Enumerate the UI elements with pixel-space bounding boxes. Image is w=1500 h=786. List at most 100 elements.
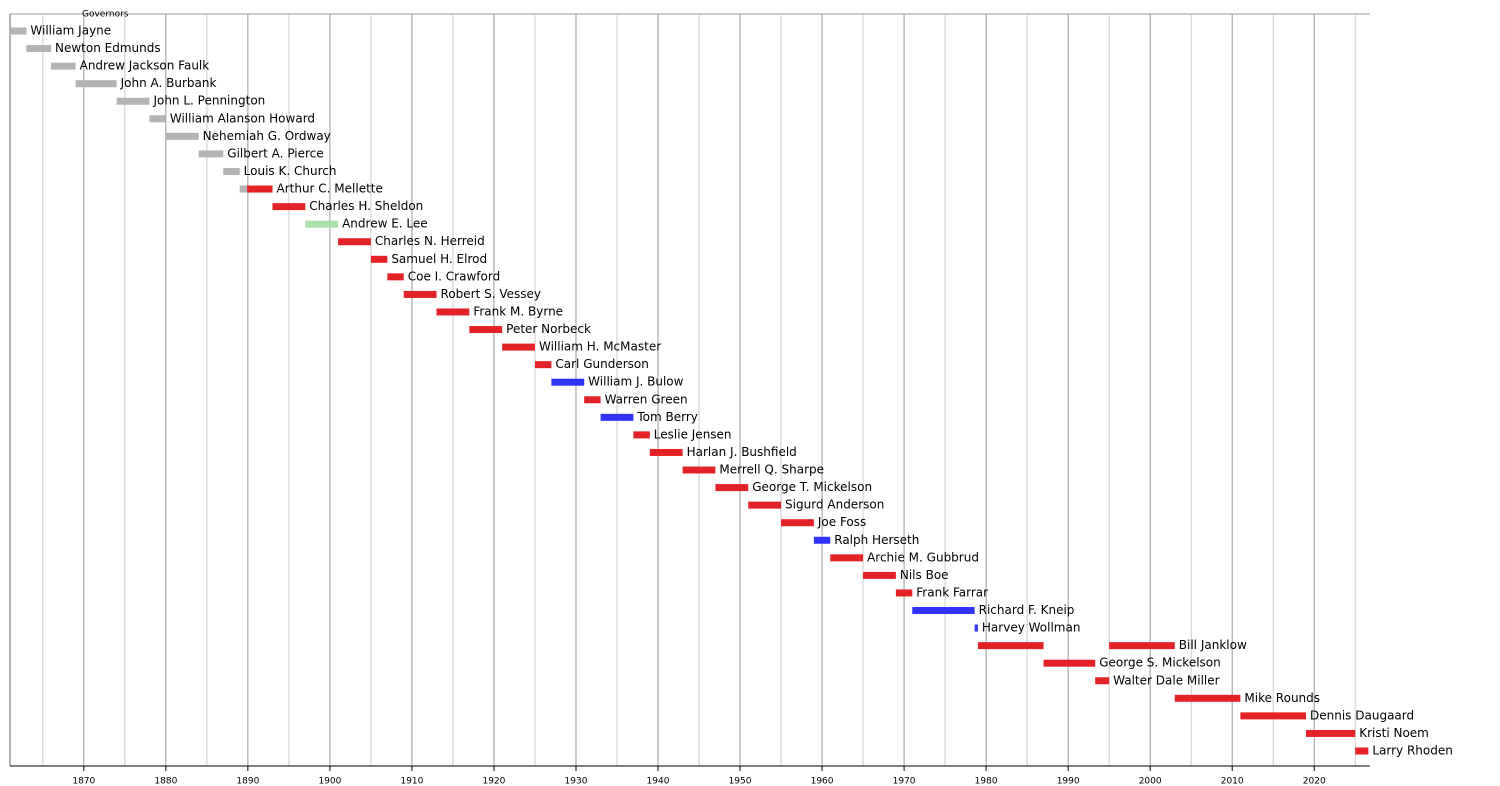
term-bar	[781, 519, 814, 527]
x-tick-label: 2000	[1139, 777, 1162, 786]
bars: William Jayne Newton Edmunds Andrew Jackso…	[10, 24, 1453, 758]
x-tick-label: 2020	[1303, 777, 1326, 786]
governor-label: William H. McMaster	[539, 340, 661, 354]
term-bar	[116, 97, 150, 105]
governor-label: Joe Foss	[817, 515, 866, 529]
governor-label: Merrell Q. Sharpe	[719, 463, 824, 477]
term-bar	[26, 45, 52, 53]
governor-label: George S. Mickelson	[1099, 656, 1221, 670]
governor-label: Nils Boe	[900, 568, 949, 582]
x-tick-label: 1940	[647, 777, 670, 786]
term-bar	[338, 238, 371, 246]
term-bar	[387, 273, 404, 281]
x-tick-label: 1930	[565, 777, 588, 786]
term-bar	[1043, 659, 1096, 667]
governor-label: Coe I. Crawford	[408, 269, 500, 283]
x-tick-label: 1910	[400, 777, 423, 786]
term-bar	[436, 308, 470, 316]
x-tick-label: 2010	[1221, 777, 1244, 786]
x-tick-label: 1960	[811, 777, 834, 786]
term-bar	[649, 448, 683, 456]
governor-label: Sigurd Anderson	[785, 498, 884, 512]
term-bar	[912, 607, 975, 615]
x-tick-label: 1890	[236, 777, 259, 786]
governor-label: Andrew E. Lee	[342, 217, 428, 231]
governor-label: Andrew Jackson Faulk	[80, 59, 210, 73]
term-bar	[75, 80, 117, 88]
x-tick-label: 1880	[154, 777, 177, 786]
term-bar	[534, 361, 552, 369]
x-tick-label: 1870	[72, 777, 95, 786]
governor-label: Richard F. Kneip	[979, 603, 1075, 617]
governor-label: Gilbert A. Pierce	[227, 146, 323, 160]
term-bar	[198, 150, 224, 158]
term-bar	[633, 431, 650, 439]
governor-label: Frank Farrar	[916, 585, 988, 599]
governor-label: Walter Dale Miller	[1113, 673, 1219, 687]
grid: 1870 1880 1890 1900 1910 1920 1930 1940 1950 1960…	[42, 14, 1356, 786]
term-bar	[1355, 747, 1369, 755]
governor-label: George T. Mickelson	[752, 480, 872, 494]
term-bar	[600, 413, 634, 421]
governor-label: Leslie Jensen	[654, 427, 732, 441]
x-tick-label: 1920	[483, 777, 506, 786]
governor-label: Larry Rhoden	[1372, 744, 1453, 758]
term-bar	[830, 554, 864, 562]
term-bar	[1240, 712, 1307, 720]
governor-label: Bill Janklow	[1179, 638, 1247, 652]
governor-label: Mike Rounds	[1244, 691, 1320, 705]
term-bar	[813, 536, 831, 544]
governor-label: William J. Bulow	[588, 375, 683, 389]
governor-label: Robert S. Vessey	[441, 287, 541, 301]
term-bar	[403, 290, 437, 298]
governor-label: John L. Pennington	[152, 94, 265, 108]
governor-label: Samuel H. Elrod	[391, 252, 487, 266]
x-tick-label: 1950	[729, 777, 752, 786]
term-bar	[149, 115, 166, 123]
governor-label: William Jayne	[30, 24, 111, 38]
x-tick-label: 1980	[975, 777, 998, 786]
governor-label: Carl Gunderson	[555, 357, 648, 371]
governor-label: Kristi Noem	[1359, 726, 1429, 740]
governor-label: Harvey Wollman	[982, 621, 1081, 635]
governor-label: William Alanson Howard	[170, 111, 315, 125]
governor-label: Peter Norbeck	[506, 322, 591, 336]
term-bar	[247, 185, 273, 193]
term-bar	[1174, 694, 1241, 702]
governor-label: Ralph Herseth	[834, 533, 919, 547]
term-bar	[502, 343, 535, 351]
term-bar	[305, 220, 339, 228]
term-bar	[272, 203, 306, 211]
term-bar	[977, 642, 1044, 650]
term-bar	[551, 378, 585, 386]
term-bar	[1095, 677, 1110, 685]
term-bar	[223, 167, 240, 175]
term-bar	[1109, 642, 1175, 650]
term-bar	[895, 589, 913, 597]
governor-label: Archie M. Gubbrud	[867, 550, 979, 564]
chart-title: Governors	[82, 10, 129, 20]
term-bar	[239, 185, 248, 193]
term-bar	[370, 255, 388, 263]
governor-label: Tom Berry	[636, 410, 698, 424]
term-bar	[682, 466, 716, 474]
term-bar	[1306, 729, 1356, 737]
term-bar	[10, 27, 27, 35]
governor-label: Harlan J. Bushfield	[687, 445, 797, 459]
term-bar	[165, 132, 199, 140]
governor-label: Charles H. Sheldon	[309, 199, 423, 213]
x-tick-label: 1900	[318, 777, 341, 786]
term-bar	[863, 571, 896, 579]
term-bar	[748, 501, 782, 509]
term-bar	[51, 62, 76, 70]
term-bar	[715, 484, 749, 492]
governor-label: John A. Burbank	[120, 76, 217, 90]
governor-label: Nehemiah G. Ordway	[203, 129, 331, 143]
governor-label: Frank M. Byrne	[473, 304, 563, 318]
governor-label: Dennis Daugaard	[1310, 708, 1414, 722]
governor-label: Arthur C. Mellette	[276, 182, 382, 196]
term-bar	[469, 326, 503, 334]
term-bar	[584, 396, 601, 404]
x-tick-label: 1970	[893, 777, 916, 786]
